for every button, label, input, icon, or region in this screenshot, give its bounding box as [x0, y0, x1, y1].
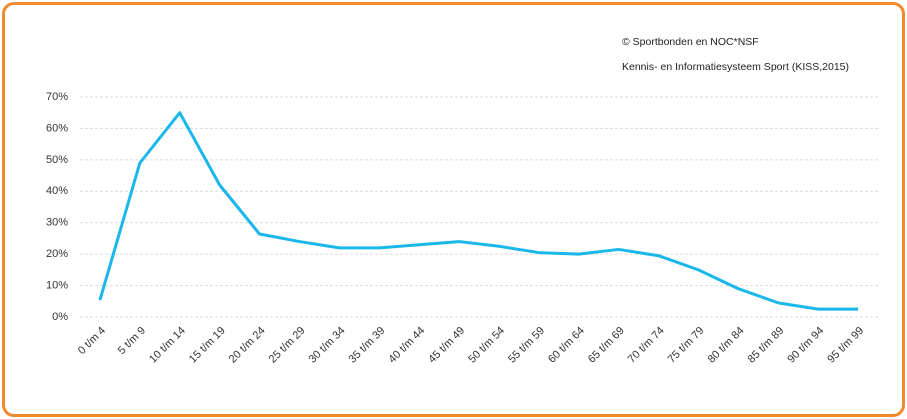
x-tick-label: 25 t/m 29: [267, 325, 308, 366]
x-tick-label: 55 t/m 59: [506, 325, 547, 366]
y-tick-label: 60%: [46, 122, 68, 134]
x-tick-label: 20 t/m 24: [227, 325, 268, 366]
x-tick-label: 95 t/m 99: [825, 325, 866, 366]
x-tick-label: 50 t/m 54: [466, 325, 507, 366]
x-tick-label: 0 t/m 4: [76, 325, 108, 357]
x-tick-label: 65 t/m 69: [586, 325, 627, 366]
y-tick-label: 0%: [52, 311, 68, 323]
y-tick-label: 40%: [46, 185, 68, 197]
y-tick-label: 30%: [46, 217, 68, 229]
line: [98, 111, 859, 311]
x-tick-label: 5 t/m 9: [116, 325, 148, 357]
y-tick-label: 20%: [46, 248, 68, 260]
x-tick-label: 75 t/m 79: [666, 325, 707, 366]
x-tick-label: 80 t/m 84: [706, 325, 747, 366]
x-tick-label: 70 t/m 74: [626, 325, 667, 366]
x-tick-label: 35 t/m 39: [347, 325, 388, 366]
annotation: © Sportbonden en NOC*NSF: [622, 36, 759, 48]
x-tick-label: 45 t/m 49: [426, 325, 467, 366]
x-tick-label: 60 t/m 64: [546, 325, 587, 366]
x-tick-label: 30 t/m 34: [307, 325, 348, 366]
x-tick-label: 90 t/m 94: [785, 325, 826, 366]
y-tick-label: 50%: [46, 154, 68, 166]
annotation: Kennis- en Informatiesysteem Sport (KISS…: [622, 61, 849, 73]
x-tick-label: 10 t/m 14: [147, 325, 188, 366]
x-tick-label: 85 t/m 89: [746, 325, 787, 366]
x-tick-label: 40 t/m 44: [386, 325, 427, 366]
x-tick-label: 15 t/m 19: [187, 325, 228, 366]
y-tick-label: 10%: [46, 279, 68, 291]
y-tick-label: 70%: [46, 91, 68, 103]
